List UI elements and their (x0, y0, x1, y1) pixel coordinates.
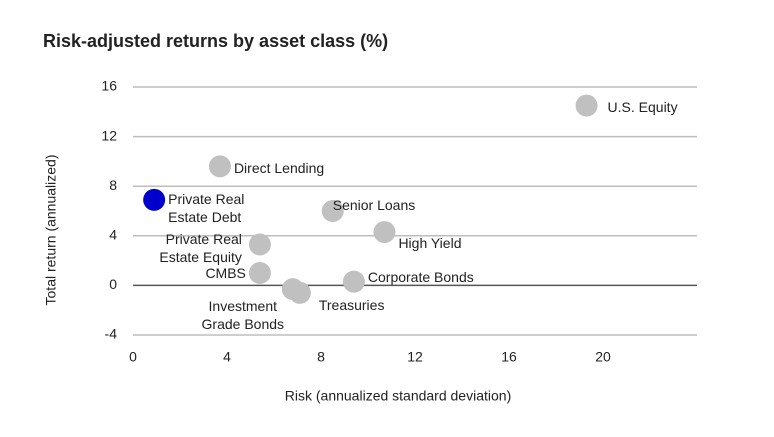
point (288, 281, 311, 304)
point-label: Private Real Estate Debt (168, 190, 245, 225)
point-label: Treasuries (318, 296, 385, 313)
point-label: Direct Lending (233, 160, 325, 177)
y-axis-label: Total return (annualized) (43, 155, 59, 306)
y-tick-label: 16 (101, 78, 117, 94)
y-tick-label: 4 (109, 227, 117, 243)
x-tick-label: 16 (501, 349, 517, 365)
point (342, 270, 365, 293)
point-label: Private Real Estate Equity (159, 231, 242, 266)
x-tick-label: 0 (129, 349, 137, 365)
x-tick-label: 20 (595, 349, 611, 365)
point (248, 262, 271, 284)
point (143, 188, 166, 211)
point (575, 94, 598, 117)
x-tick-label: 8 (317, 349, 325, 365)
point-label: Corporate Bonds (367, 268, 474, 285)
x-axis-label: Risk (annualized standard deviation) (285, 388, 511, 404)
point (321, 200, 344, 222)
point-label: Investment Grade Bonds (201, 298, 285, 333)
x-tick-label: 12 (407, 349, 423, 365)
y-tick-label: 8 (109, 177, 117, 193)
chart-title: Risk-adjusted returns by asset class (%) (43, 31, 388, 51)
point-label: High Yield (398, 235, 462, 252)
y-tick-label: -4 (105, 326, 118, 342)
point-label: CMBS (205, 265, 246, 281)
point (208, 155, 231, 178)
point (248, 233, 271, 256)
y-tick-label: 0 (109, 276, 117, 292)
point-label: U.S. Equity (607, 98, 678, 115)
point-label: Senior Loans (332, 197, 416, 213)
point (373, 221, 396, 244)
y-tick-label: 12 (101, 127, 117, 143)
x-tick-label: 4 (223, 349, 231, 365)
